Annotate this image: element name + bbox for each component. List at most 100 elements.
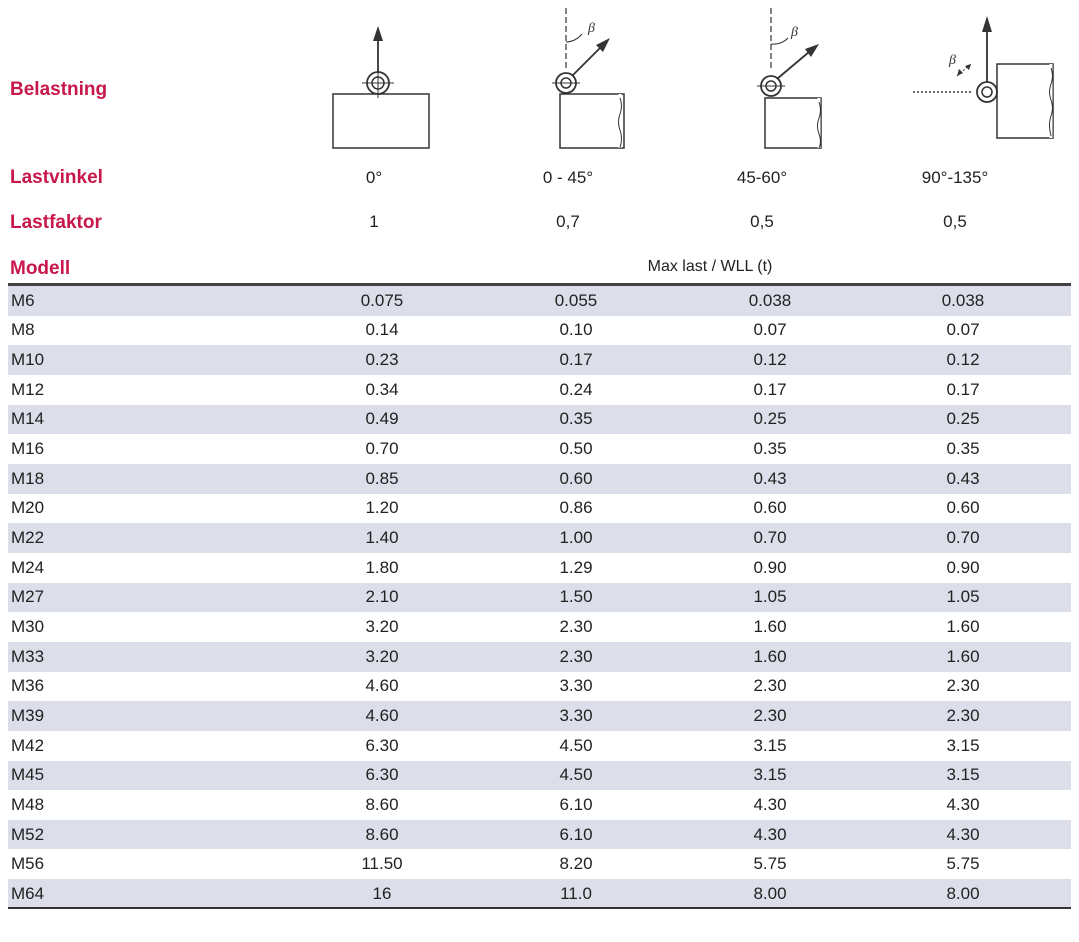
wll-cell: 0.07 bbox=[946, 320, 980, 340]
table-bottom-rule bbox=[8, 907, 1071, 909]
wll-cell: 0.35 bbox=[946, 439, 980, 459]
wll-cell: 4.30 bbox=[946, 794, 980, 814]
wll-cell: 0.17 bbox=[559, 350, 593, 370]
wll-cell: 1.40 bbox=[365, 528, 399, 548]
table-row: M10 0.23 0.17 0.12 0.12 bbox=[8, 345, 1071, 375]
wll-cell: 8.00 bbox=[946, 883, 980, 903]
table-row: M18 0.85 0.60 0.43 0.43 bbox=[8, 463, 1071, 494]
wll-cell: 0.70 bbox=[753, 528, 787, 548]
svg-text:β: β bbox=[587, 21, 595, 36]
wll-cell: 8.00 bbox=[753, 883, 787, 903]
table-row: M39 4.60 3.30 2.30 2.30 bbox=[8, 701, 1071, 731]
belastning-label: Belastning bbox=[10, 79, 108, 100]
table-header-max-load: Max last / WLL (t) bbox=[647, 258, 773, 275]
load-table: M6 0.075 0.055 0.038 0.038 M8 0.14 0.10 0.07 0.07… bbox=[8, 286, 1071, 909]
wll-cell: 0.90 bbox=[753, 557, 787, 577]
table-row: M24 1.80 1.29 0.90 0.90 bbox=[8, 552, 1071, 583]
wll-cell: 2.30 bbox=[753, 676, 787, 696]
wll-cell: 1.29 bbox=[559, 557, 593, 577]
wll-cell: 3.20 bbox=[365, 646, 399, 666]
table-row: M52 8.60 6.10 4.30 4.30 bbox=[8, 819, 1071, 850]
wll-cell: 0.60 bbox=[559, 468, 593, 488]
table-row: M42 6.30 4.50 3.15 3.15 bbox=[8, 730, 1071, 761]
wll-cell: 1.00 bbox=[559, 528, 593, 548]
wll-cell: 0.70 bbox=[946, 528, 980, 548]
wll-cell: 1.60 bbox=[753, 617, 787, 637]
wll-cell: 0.038 bbox=[941, 290, 985, 310]
wll-cell: 2.30 bbox=[559, 646, 593, 666]
wll-cell: 1.20 bbox=[365, 498, 399, 518]
wll-cell: 11.0 bbox=[560, 883, 592, 903]
model-cell: M64 bbox=[11, 883, 45, 903]
table-row: M45 6.30 4.50 3.15 3.15 bbox=[8, 760, 1071, 791]
wll-cell: 1.60 bbox=[753, 646, 787, 666]
wll-cell: 0.17 bbox=[946, 379, 980, 399]
factor-col-3: 0,5 bbox=[750, 212, 774, 231]
wll-cell: 0.25 bbox=[946, 409, 980, 429]
model-cell: M18 bbox=[11, 468, 45, 488]
wll-cell: 8.60 bbox=[365, 824, 399, 844]
wll-cell: 0.14 bbox=[365, 320, 399, 340]
table-row: M27 2.10 1.50 1.05 1.05 bbox=[8, 582, 1071, 613]
table-row: M48 8.60 6.10 4.30 4.30 bbox=[8, 790, 1071, 820]
model-cell: M36 bbox=[11, 676, 45, 696]
modell-label: Modell bbox=[10, 258, 71, 279]
wll-cell: 0.43 bbox=[946, 468, 980, 488]
table-row: M30 3.20 2.30 1.60 1.60 bbox=[8, 612, 1071, 642]
factor-col-2: 0,7 bbox=[556, 212, 580, 231]
model-cell: M27 bbox=[11, 587, 45, 607]
wll-cell: 0.07 bbox=[753, 320, 787, 340]
wll-cell: 0.85 bbox=[365, 468, 399, 488]
model-cell: M30 bbox=[11, 617, 45, 637]
wll-cell: 3.15 bbox=[946, 735, 980, 755]
load-diagram-0deg bbox=[328, 8, 430, 149]
table-row: M8 0.14 0.10 0.07 0.07 bbox=[8, 315, 1071, 346]
table-row: M33 3.20 2.30 1.60 1.60 bbox=[8, 641, 1071, 672]
table-row: M56 11.50 8.20 5.75 5.75 bbox=[8, 849, 1071, 880]
angle-col-4: 90°-135° bbox=[921, 168, 989, 187]
factor-col-4: 0,5 bbox=[943, 212, 967, 231]
table-row: M12 0.34 0.24 0.17 0.17 bbox=[8, 374, 1071, 405]
wll-cell: 3.30 bbox=[559, 676, 593, 696]
wll-cell: 11.50 bbox=[361, 854, 403, 874]
table-row: M6 0.075 0.055 0.038 0.038 bbox=[8, 286, 1071, 316]
wll-cell: 1.60 bbox=[946, 617, 980, 637]
wll-cell: 4.60 bbox=[365, 706, 399, 726]
model-cell: M33 bbox=[11, 646, 45, 666]
wll-cell: 8.60 bbox=[365, 794, 399, 814]
wll-cell: 6.30 bbox=[365, 765, 399, 785]
wll-cell: 3.15 bbox=[753, 735, 787, 755]
table-row: M64 16 11.0 8.00 8.00 bbox=[8, 879, 1071, 909]
wll-cell: 0.50 bbox=[559, 439, 593, 459]
wll-cell: 0.17 bbox=[753, 379, 787, 399]
table-row: M20 1.20 0.86 0.60 0.60 bbox=[8, 493, 1071, 524]
wll-cell: 4.50 bbox=[559, 735, 593, 755]
model-cell: M6 bbox=[11, 290, 35, 310]
wll-cell: 5.75 bbox=[946, 854, 980, 874]
wll-cell: 0.12 bbox=[946, 350, 980, 370]
wll-cell: 0.24 bbox=[559, 379, 593, 399]
wll-cell: 1.05 bbox=[753, 587, 787, 607]
wll-cell: 2.30 bbox=[559, 617, 593, 637]
wll-cell: 0.60 bbox=[946, 498, 980, 518]
wll-cell: 6.10 bbox=[559, 824, 593, 844]
model-cell: M52 bbox=[11, 824, 45, 844]
wll-cell: 0.60 bbox=[753, 498, 787, 518]
wll-cell: 0.055 bbox=[554, 290, 598, 310]
wll-cell: 6.10 bbox=[559, 794, 593, 814]
angle-col-2: 0 - 45° bbox=[542, 168, 594, 187]
wll-cell: 16 bbox=[372, 883, 392, 903]
model-cell: M14 bbox=[11, 409, 45, 429]
wll-cell: 0.70 bbox=[365, 439, 399, 459]
wll-cell: 8.20 bbox=[559, 854, 593, 874]
wll-cell: 0.075 bbox=[360, 290, 404, 310]
wll-cell: 1.60 bbox=[946, 646, 980, 666]
wll-cell: 0.23 bbox=[365, 350, 399, 370]
table-row: M22 1.40 1.00 0.70 0.70 bbox=[8, 523, 1071, 553]
svg-text:β: β bbox=[948, 53, 956, 68]
wll-cell: 0.90 bbox=[946, 557, 980, 577]
wll-cell: 2.10 bbox=[365, 587, 399, 607]
wll-cell: 1.05 bbox=[946, 587, 980, 607]
model-cell: M45 bbox=[11, 765, 45, 785]
load-diagram-0-45deg: β bbox=[540, 8, 640, 149]
